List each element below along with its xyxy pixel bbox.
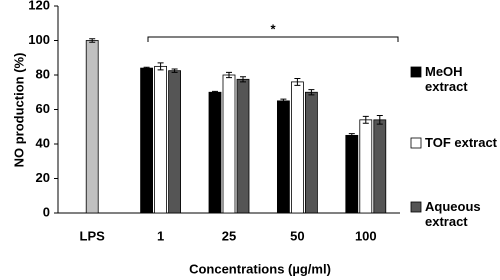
error-bar — [308, 89, 315, 96]
x-tick-label: 50 — [290, 228, 304, 243]
y-tick-label: 60 — [36, 101, 50, 116]
bar — [168, 70, 182, 214]
y-tick-label: 120 — [28, 0, 50, 12]
bar — [276, 100, 290, 214]
x-tick-label: 100 — [355, 228, 377, 243]
legend-label: TOF extract — [425, 135, 498, 150]
error-bar — [280, 98, 287, 104]
x-tick-label: LPS — [80, 228, 106, 243]
error-bar — [294, 77, 301, 86]
annotation: * — [270, 21, 276, 36]
bar — [154, 65, 168, 214]
bar — [208, 91, 222, 214]
bar — [290, 81, 304, 214]
y-tick-label: 0 — [43, 204, 50, 219]
error-bar — [89, 38, 96, 43]
error-bar — [157, 62, 164, 71]
y-tick-label: 40 — [36, 135, 50, 150]
bar — [345, 134, 359, 214]
bar — [236, 78, 250, 214]
y-tick-label: 80 — [36, 66, 50, 81]
error-bar — [226, 71, 232, 79]
x-tick-label: 25 — [222, 228, 236, 243]
error-bar — [171, 68, 178, 73]
y-tick-label: 100 — [28, 32, 50, 47]
error-bar — [212, 90, 218, 94]
y-axis-label: NO production (%) — [11, 53, 26, 168]
x-tick-label: 1 — [157, 228, 164, 243]
bar — [304, 91, 318, 214]
legend-label: Aqueous extract — [425, 199, 481, 229]
x-axis-label: Concentrations (µg/ml) — [189, 261, 331, 276]
error-bar — [143, 66, 150, 70]
bar — [359, 119, 373, 214]
legend-swatch — [410, 137, 422, 149]
y-tick-label: 20 — [36, 170, 50, 185]
bar — [222, 74, 236, 214]
error-bar — [376, 115, 383, 125]
bar — [373, 119, 387, 214]
significance-bracket — [147, 36, 399, 42]
bar — [140, 67, 154, 214]
legend-label: MeOH extract — [425, 64, 468, 94]
error-bar — [348, 133, 355, 138]
legend-swatch — [410, 201, 422, 213]
error-bar — [240, 76, 246, 83]
bar — [85, 40, 99, 214]
error-bar — [362, 115, 369, 124]
legend-swatch — [410, 66, 422, 78]
